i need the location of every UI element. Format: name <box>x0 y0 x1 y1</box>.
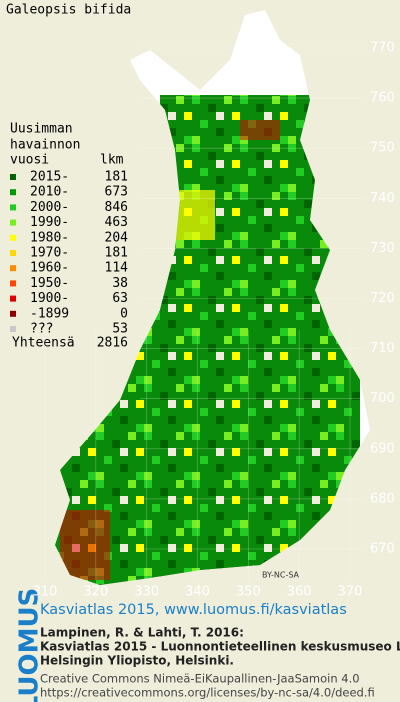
title: Galeopsis bifida <box>6 3 131 18</box>
map-cells <box>55 40 360 585</box>
y-tick-label: 740 <box>370 191 395 206</box>
legend-label: 2015- <box>30 170 69 185</box>
legend-label: 2010- <box>30 185 69 200</box>
legend-total-label: Yhteensä <box>12 336 75 351</box>
logo: LUOMUS <box>15 588 45 702</box>
legend-swatch <box>10 250 16 256</box>
y-tick-label: 770 <box>370 41 395 56</box>
legend-label: 1990- <box>30 215 69 230</box>
legend-swatch <box>10 204 16 211</box>
legend-count: 63 <box>112 291 128 306</box>
legend: Uusimman havainnon vuosi lkm <box>10 122 124 168</box>
legend-count: 53 <box>112 322 128 337</box>
legend-count: 673 <box>105 185 128 200</box>
x-tick-label: 330 <box>134 585 159 600</box>
x-tick-label: 310 <box>33 585 58 600</box>
legend-count: 38 <box>112 276 128 291</box>
citation: Kasviatlas 2015 - Luonnontieteellinen ke… <box>40 640 400 654</box>
legend-swatch <box>10 295 16 302</box>
legend-count: 181 <box>105 246 128 261</box>
y-tick-label: 710 <box>370 341 395 356</box>
legend-label: 1970- <box>30 246 69 261</box>
legend-count: 114 <box>105 261 129 276</box>
legend-swatch <box>10 280 16 287</box>
license-badge: BY-NC-SA <box>262 571 300 580</box>
legend-swatch <box>10 174 16 180</box>
y-tick-label: 670 <box>370 542 395 557</box>
legend-label: ??? <box>30 322 53 337</box>
x-tick-label: 360 <box>287 585 312 600</box>
legend-count: 463 <box>105 215 128 230</box>
legend-count: 846 <box>105 200 128 215</box>
y-tick-label: 730 <box>370 241 395 256</box>
license: https://creativecommons.org/licenses/by-… <box>40 686 375 700</box>
legend-col: vuosi <box>10 153 49 168</box>
x-tick-label: 340 <box>185 585 210 600</box>
legend-count: 0 <box>120 306 128 321</box>
legend-total: 2816 <box>97 336 128 351</box>
y-tick-label: 680 <box>370 491 395 506</box>
x-tick-label: 370 <box>338 585 363 600</box>
headline: Kasviatlas 2015, www.luomus.fi/kasviatla… <box>40 602 347 618</box>
legend-label: 1960- <box>30 261 69 276</box>
legend-swatch <box>10 265 16 272</box>
legend-swatch <box>10 326 16 332</box>
legend-count: 181 <box>105 170 128 185</box>
license: Creative Commons Nimeä-EiKaupallinen-Jaa… <box>40 672 360 686</box>
y-tick-label: 700 <box>370 391 395 406</box>
legend-swatch <box>10 219 16 226</box>
citation: Lampinen, R. & Lahti, T. 2016: <box>40 626 244 640</box>
legend-heading: havainnon <box>10 138 80 153</box>
y-tick-label: 690 <box>370 441 395 456</box>
legend-col: lkm <box>100 153 124 168</box>
legend-label: 1980- <box>30 230 69 245</box>
legend-heading: Uusimman <box>10 122 73 137</box>
legend-label: 2000- <box>30 200 69 215</box>
legend-label: 1900- <box>30 291 69 306</box>
legend-swatch <box>10 310 16 317</box>
legend-swatch <box>10 234 16 241</box>
y-tick-label: 760 <box>370 91 395 106</box>
citation: Helsingin Yliopisto, Helsinki. <box>40 654 234 668</box>
legend-label: -1899 <box>30 306 69 321</box>
y-tick-label: 750 <box>370 141 395 156</box>
legend-label: 1950- <box>30 276 69 291</box>
legend-count: 204 <box>105 230 129 245</box>
y-tick-label: 720 <box>370 291 395 306</box>
x-tick-label: 350 <box>236 585 261 600</box>
x-tick-label: 320 <box>83 585 108 600</box>
legend-swatch <box>10 189 16 196</box>
